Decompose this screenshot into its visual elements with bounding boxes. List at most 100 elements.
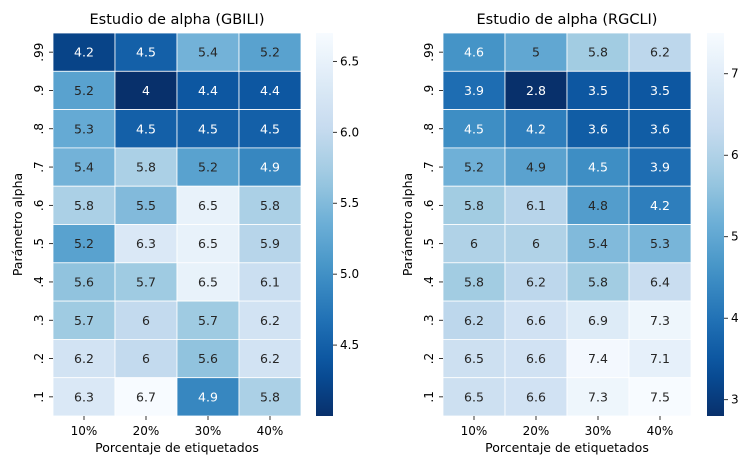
chart-title: Estudio de alpha (GBILI) — [90, 12, 265, 28]
y-axis-label: Parámetro alpha — [400, 173, 415, 276]
y-tick-label: .7 — [422, 161, 436, 172]
cell-value-label: 5.3 — [74, 121, 94, 136]
heatmap-cell — [628, 262, 692, 302]
heatmap-cell — [504, 70, 568, 111]
x-tick-label: 20% — [133, 424, 160, 438]
y-tick-label: .8 — [422, 123, 436, 134]
heatmap-cell — [238, 338, 302, 379]
heatmap-cell — [52, 32, 116, 72]
heatmap-cell — [176, 185, 240, 225]
heatmap-cell — [114, 224, 178, 264]
cell-value-label: 7.5 — [650, 389, 670, 404]
heatmap-cell — [504, 338, 568, 379]
cell-value-label: 5.4 — [588, 236, 608, 251]
cell-value-label: 5.6 — [74, 274, 94, 289]
cell-value-label: 4.8 — [588, 198, 608, 213]
y-tick-label: .9 — [32, 85, 46, 96]
cell-value-label: 5.8 — [74, 198, 94, 213]
cell-value-label: 5.2 — [464, 160, 484, 175]
heatmap-cell — [442, 338, 506, 379]
cell-value-label: 5.5 — [136, 198, 156, 213]
cell-value-label: 4.6 — [464, 45, 484, 60]
heatmap-cell — [176, 224, 240, 264]
y-tick-label: .8 — [32, 123, 46, 134]
cell-value-label: 5.3 — [650, 236, 670, 251]
y-tick-label: .5 — [32, 238, 46, 249]
cell-value-label: 4.9 — [260, 160, 280, 175]
y-tick-label: .4 — [32, 276, 46, 287]
cell-value-label: 6.2 — [526, 274, 546, 289]
heatmap-rgcli: 4.6 5 5.8 6.23.9 2.8 3.5 3.54.5 4.2 3.6 3.65.2 4.9… — [400, 12, 739, 455]
cell-value-label: 4.2 — [74, 45, 94, 60]
cell-value-label: 6.2 — [260, 351, 280, 366]
colorbar-tick-label: 4 — [731, 311, 739, 325]
cell-value-label: 6 — [142, 313, 150, 328]
cell-value-label: 4.4 — [260, 83, 280, 98]
cell-value-label: 6 — [142, 351, 150, 366]
heatmap-cell — [114, 147, 178, 187]
cell-value-label: 6.3 — [74, 389, 94, 404]
cell-value-label: 6.3 — [136, 236, 156, 251]
x-tick-label: 40% — [647, 424, 674, 438]
cell-value-label: 4.5 — [136, 45, 156, 60]
heatmap-cell — [628, 147, 692, 187]
cell-value-label: 4.5 — [260, 121, 280, 136]
cell-value-label: 4.9 — [198, 389, 218, 404]
colorbar-tick-label: 6 — [731, 148, 739, 162]
colorbar-tick-label: 7 — [731, 67, 739, 81]
heatmap-cell — [52, 377, 116, 417]
y-axis-label: Parámetro alpha — [10, 173, 25, 276]
x-tick-label: 40% — [257, 424, 284, 438]
cell-value-label: 6.2 — [464, 313, 484, 328]
cell-value-label: 5.8 — [136, 160, 156, 175]
heatmap-cell — [504, 147, 568, 187]
cell-value-label: 4.2 — [650, 198, 670, 213]
cell-value-label: 5.2 — [74, 83, 94, 98]
heatmap-cell — [114, 109, 178, 149]
cell-value-label: 4.5 — [464, 121, 484, 136]
chart-title: Estudio de alpha (RGCLI) — [477, 12, 658, 28]
cell-value-label: 4.5 — [136, 121, 156, 136]
heatmap-cell — [566, 300, 630, 340]
cell-value-label: 4 — [142, 83, 150, 98]
cell-value-label: 3.5 — [650, 83, 670, 98]
cell-value-label: 6.6 — [526, 313, 546, 328]
y-tick-label: .99 — [422, 43, 436, 62]
cell-value-label: 3.5 — [588, 83, 608, 98]
heatmap-cell — [238, 224, 302, 264]
x-tick-label: 30% — [585, 424, 612, 438]
heatmap-cell — [176, 32, 240, 72]
y-tick-label: .7 — [32, 161, 46, 172]
cell-value-label: 5.2 — [74, 236, 94, 251]
cell-value-label: 5.6 — [198, 351, 218, 366]
heatmap-cell — [504, 185, 568, 225]
heatmap-cell — [628, 185, 692, 225]
heatmap-cell — [442, 224, 506, 264]
heatmap-cell — [52, 262, 116, 302]
heatmap-cell — [566, 147, 630, 187]
cell-value-label: 6.2 — [260, 313, 280, 328]
heatmap-gbili: 4.2 4.5 5.4 5.2 5.2 4 4.4 4.4 5.3 4.5 4.5 4.5 5.4 5.8… — [10, 12, 359, 455]
cell-value-label: 6.9 — [588, 313, 608, 328]
heatmap-cell — [628, 70, 692, 111]
cell-value-label: 7.3 — [650, 313, 670, 328]
cell-value-label: 2.8 — [526, 83, 546, 98]
heatmap-cell — [566, 185, 630, 225]
heatmap-cell — [114, 32, 178, 72]
cell-value-label: 6.5 — [198, 236, 218, 251]
heatmap-cell — [114, 185, 178, 225]
cell-value-label: 5.8 — [588, 45, 608, 60]
y-tick-label: .2 — [32, 353, 46, 364]
x-tick-label: 10% — [461, 424, 488, 438]
cell-value-label: 6.5 — [464, 389, 484, 404]
cell-value-label: 7.3 — [588, 389, 608, 404]
cell-value-label: 4.5 — [588, 160, 608, 175]
heatmap-cell — [52, 224, 116, 264]
cell-value-label: 6.2 — [650, 45, 670, 60]
cell-value-label: 5.2 — [198, 160, 218, 175]
cell-value-label: 4.4 — [198, 83, 218, 98]
colorbar-tick-label: 3 — [731, 393, 739, 407]
cell-value-label: 5.4 — [74, 160, 94, 175]
cell-value-label: 4.2 — [526, 121, 546, 136]
cell-value-label: 6 — [470, 236, 478, 251]
